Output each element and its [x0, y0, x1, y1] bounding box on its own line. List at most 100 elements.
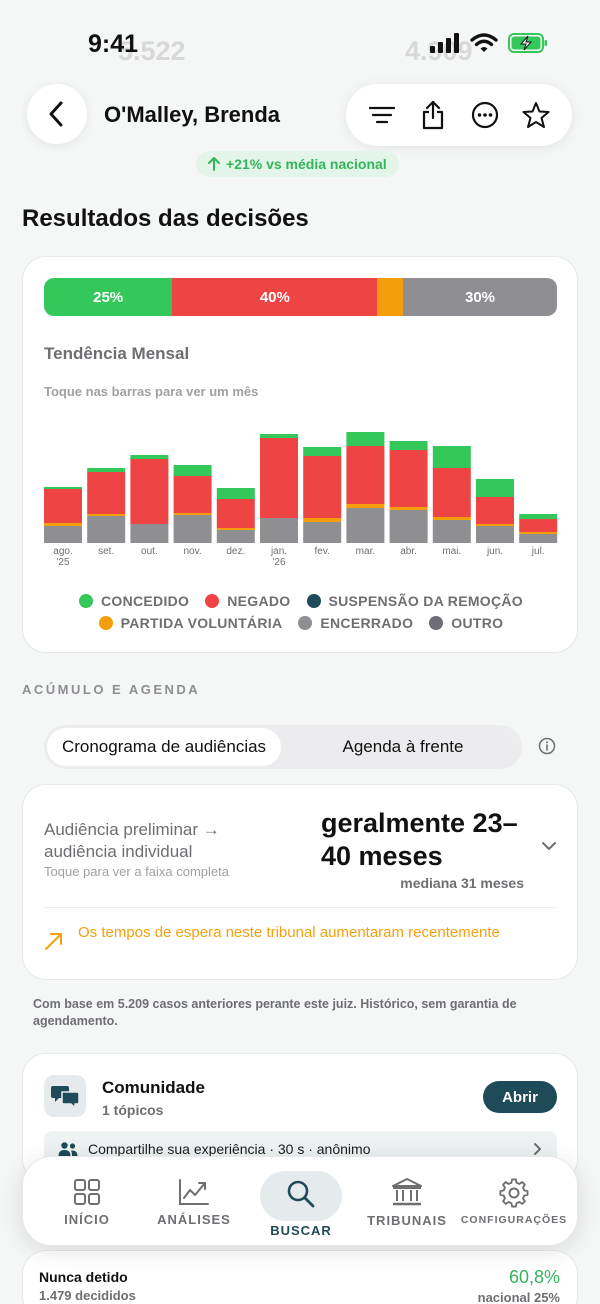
legend-item: OUTRO: [429, 615, 503, 631]
bar-segment[interactable]: [303, 522, 342, 543]
bar-segment[interactable]: [346, 446, 385, 504]
hearing-timeline-card[interactable]: Audiência preliminar → audiência individ…: [22, 784, 578, 980]
bar-segment[interactable]: [44, 487, 82, 489]
tab-upcoming-agenda[interactable]: Agenda à frente: [342, 737, 464, 756]
action-toolbar: [346, 84, 572, 146]
filter-button[interactable]: [362, 95, 402, 135]
bar-segment[interactable]: [476, 524, 514, 526]
bar-segment[interactable]: [44, 489, 82, 523]
bar-segment[interactable]: [432, 468, 471, 517]
background-value-left: 5.522: [118, 36, 186, 66]
legend-label: CONCEDIDO: [100, 593, 190, 609]
info-icon[interactable]: [538, 737, 556, 755]
bar-segment[interactable]: [87, 514, 126, 516]
bar-segment[interactable]: [303, 456, 342, 518]
bar-segment[interactable]: [389, 510, 428, 543]
bar-segment[interactable]: [44, 523, 82, 526]
bar-segment[interactable]: [389, 441, 428, 450]
detention-stats-card[interactable]: Nunca detido 1.479 decididos 60,8% nacio…: [22, 1250, 578, 1304]
legend-dot: [205, 594, 220, 608]
bar-segment[interactable]: [130, 524, 169, 543]
share-button[interactable]: [413, 95, 453, 135]
bar-segment[interactable]: [303, 447, 342, 456]
bar-segment[interactable]: [173, 476, 212, 513]
legend-label: SUSPENSÃO DA REMOÇÃO: [328, 593, 524, 609]
bar-segment[interactable]: [432, 520, 471, 543]
share-experience-text: Compartilhe sua experiência · 30 s · anô…: [88, 1141, 371, 1157]
bar-segment[interactable]: [389, 450, 428, 507]
legend-label: NEGADO: [227, 593, 291, 609]
courthouse-icon: [392, 1177, 422, 1205]
status-time: 9:41: [88, 30, 139, 58]
bar-segment[interactable]: [130, 459, 169, 524]
bar-segment[interactable]: [519, 514, 558, 519]
backlog-segmented-control: Cronograma de audiências Agenda à frente: [44, 725, 522, 769]
stat-decided-count: 1.479 decididos: [39, 1288, 136, 1303]
tab-hearing-schedule[interactable]: Cronograma de audiências: [47, 728, 281, 766]
chevron-left-icon: [49, 101, 63, 127]
grid-icon: [74, 1178, 100, 1205]
bar-segment[interactable]: [87, 468, 126, 472]
bar-segment[interactable]: [303, 518, 342, 522]
back-button[interactable]: [27, 84, 87, 144]
active-tab-highlight: [260, 1171, 342, 1221]
bar-segment[interactable]: [87, 516, 126, 543]
more-options-button[interactable]: [465, 95, 505, 135]
bar-segment[interactable]: [216, 499, 255, 528]
bar-segment[interactable]: [519, 519, 558, 532]
legend-item: PARTIDA VOLUNTÁRIA: [98, 615, 283, 631]
bar-segment[interactable]: [346, 504, 385, 508]
bar-segment[interactable]: [87, 472, 126, 514]
tab-settings[interactable]: CONFIGURAÇÕES: [459, 1157, 569, 1247]
stat-label: Nunca detido: [39, 1269, 128, 1285]
tab-search[interactable]: BUSCAR: [247, 1163, 355, 1253]
bar-segment[interactable]: [432, 517, 471, 520]
distribution-segment: 30%: [403, 278, 557, 316]
outcome-distribution-bar[interactable]: 25% 40% 30%: [44, 278, 557, 316]
bar-segment[interactable]: [260, 438, 298, 518]
community-open-button[interactable]: Abrir: [483, 1081, 557, 1113]
legend-label: PARTIDA VOLUNTÁRIA: [120, 615, 283, 631]
bar-segment[interactable]: [432, 446, 471, 468]
x-tick-label: set.: [98, 546, 114, 557]
x-tick-label: jun.: [486, 546, 503, 557]
favorite-button[interactable]: [516, 95, 556, 135]
tab-home[interactable]: INÍCIO: [33, 1157, 141, 1247]
chevron-down-icon[interactable]: [541, 840, 557, 852]
bar-segment[interactable]: [476, 497, 514, 524]
bar-segment[interactable]: [216, 528, 255, 530]
bar-segment[interactable]: [173, 465, 212, 476]
bar-segment[interactable]: [519, 534, 558, 543]
community-title: Comunidade: [102, 1078, 205, 1097]
section-title: Resultados das decisões: [22, 205, 309, 232]
bar-segment[interactable]: [173, 515, 212, 543]
tab-analytics-label: ANÁLISES: [157, 1211, 231, 1227]
people-icon: [58, 1142, 78, 1156]
bar-segment[interactable]: [476, 479, 514, 497]
legend-item: SUSPENSÃO DA REMOÇÃO: [306, 593, 524, 609]
wifi-icon: [470, 33, 498, 52]
bar-segment[interactable]: [519, 532, 558, 534]
bar-segment[interactable]: [389, 507, 428, 510]
cellular-signal-icon: [430, 33, 459, 53]
bar-segment[interactable]: [260, 434, 298, 438]
bar-segment[interactable]: [130, 455, 169, 459]
distribution-segment: [377, 278, 404, 316]
legend-label: OUTRO: [451, 615, 504, 631]
bar-segment[interactable]: [346, 508, 385, 543]
battery-charging-icon: [508, 33, 547, 53]
bar-segment[interactable]: [216, 488, 255, 499]
bar-segment[interactable]: [216, 530, 255, 543]
bar-segment[interactable]: [346, 432, 385, 446]
chat-bubbles-icon: [44, 1075, 86, 1117]
x-tick-label: ago.: [53, 546, 72, 557]
bar-segment[interactable]: [173, 513, 212, 515]
tab-analytics[interactable]: ANÁLISES: [141, 1157, 247, 1247]
tab-courts[interactable]: TRIBUNAIS: [355, 1157, 459, 1247]
bar-segment[interactable]: [476, 526, 514, 543]
bar-segment[interactable]: [44, 526, 82, 543]
gear-icon: [499, 1178, 529, 1208]
bar-segment[interactable]: [260, 518, 298, 543]
legend-item: NEGADO: [205, 593, 290, 609]
decision-results-card: 25% 40% 30% Tendência Mensal Toque nas bar…: [22, 256, 578, 653]
